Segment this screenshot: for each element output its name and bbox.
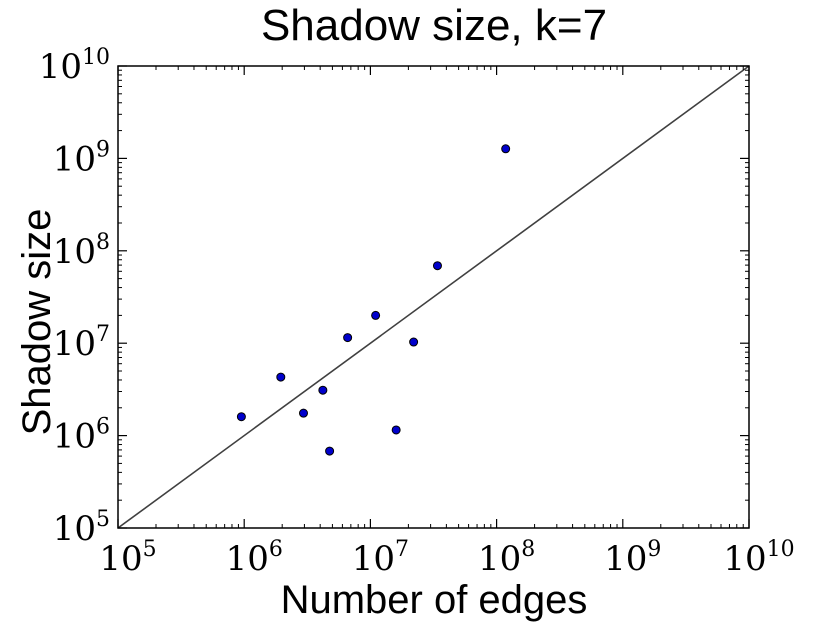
x-tick-label: 105 (99, 537, 156, 579)
y-tick-label: 108 (53, 230, 110, 272)
data-point (409, 337, 419, 347)
x-tick-label: 106 (226, 537, 283, 579)
data-point (343, 333, 353, 343)
data-point (236, 412, 246, 422)
plot-area: 105 106 107 108 109 1010 105 106 107 108 109 1010 (39, 45, 795, 579)
x-axis-label: Number of edges (281, 578, 588, 622)
chart-title: Shadow size, k=7 (261, 1, 607, 50)
plot-frame (117, 65, 750, 529)
data-point (276, 372, 286, 382)
data-point (298, 408, 308, 418)
y-axis-label: Shadow size (15, 209, 59, 436)
x-tick-label: 107 (352, 537, 409, 579)
data-point (325, 446, 335, 456)
x-tick-label: 108 (478, 537, 535, 579)
x-tick-label: 109 (604, 537, 661, 579)
data-point (371, 310, 381, 320)
reference-line (117, 65, 750, 529)
y-tick-label: 106 (53, 415, 110, 457)
data-point (318, 385, 328, 395)
y-tick-label: 1010 (39, 45, 110, 87)
y-tick-label: 105 (53, 507, 110, 549)
data-point (501, 144, 511, 154)
data-point (432, 261, 442, 271)
data-point (391, 425, 401, 435)
y-tick-label: 109 (53, 137, 110, 179)
y-tick-label: 107 (53, 322, 110, 364)
x-tick-label: 1010 (723, 537, 794, 579)
